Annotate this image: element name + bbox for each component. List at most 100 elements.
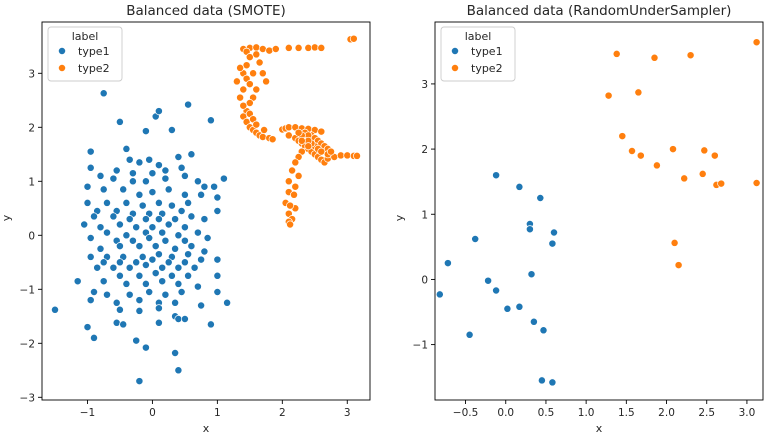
data-point-type1 xyxy=(115,242,124,251)
x-tick-label: 3.0 xyxy=(739,407,756,419)
data-point-type1 xyxy=(171,244,180,253)
data-point-type1 xyxy=(174,366,183,375)
data-point-type2 xyxy=(245,53,254,62)
data-point-type1 xyxy=(213,288,222,296)
data-point-type1 xyxy=(180,190,189,199)
data-point-type1 xyxy=(193,228,202,237)
data-point-type2 xyxy=(284,131,293,140)
data-point-type1 xyxy=(171,349,180,357)
data-point-type1 xyxy=(180,236,189,245)
data-point-type1 xyxy=(122,144,131,153)
data-point-type1 xyxy=(112,318,121,327)
data-point-type2 xyxy=(317,147,326,156)
data-point-type1 xyxy=(119,185,128,194)
data-point-type1 xyxy=(132,223,141,232)
y-tick-label: 3 xyxy=(421,79,428,91)
data-point-type2 xyxy=(670,238,679,247)
data-point-type1 xyxy=(200,247,209,256)
legend: label type1 type2 xyxy=(440,26,516,82)
data-point-type2 xyxy=(674,261,683,270)
data-point-type1 xyxy=(197,190,206,199)
data-point-type2 xyxy=(700,146,709,155)
data-point-type1 xyxy=(167,126,176,134)
data-point-type2 xyxy=(286,201,295,210)
data-point-type1 xyxy=(219,174,228,183)
data-point-type1 xyxy=(167,201,176,210)
data-point-type1 xyxy=(435,290,444,299)
data-point-type1 xyxy=(109,263,118,272)
legend-marker-type2 xyxy=(451,64,459,72)
data-point-type1 xyxy=(125,215,134,224)
data-point-type2 xyxy=(245,99,254,107)
data-point-type1 xyxy=(90,212,98,221)
data-point-type1 xyxy=(193,282,202,291)
data-point-type1 xyxy=(135,242,144,251)
data-point-type2 xyxy=(343,151,352,160)
data-point-type2 xyxy=(317,43,326,52)
data-point-type1 xyxy=(99,258,108,267)
data-point-type1 xyxy=(537,376,546,385)
data-point-type1 xyxy=(213,207,222,215)
data-point-type1 xyxy=(135,377,144,386)
data-point-type1 xyxy=(154,304,163,313)
data-point-type1 xyxy=(550,228,558,237)
data-point-type1 xyxy=(174,315,183,323)
data-point-type1 xyxy=(200,215,209,224)
data-point-type2 xyxy=(252,50,261,59)
data-point-type2 xyxy=(752,179,761,187)
data-point-type2 xyxy=(286,220,295,229)
data-point-type2 xyxy=(294,43,303,52)
data-point-type1 xyxy=(141,261,150,269)
data-point-type2 xyxy=(612,49,621,58)
data-point-type2 xyxy=(284,43,293,52)
data-point-type2 xyxy=(258,133,267,141)
legend-box xyxy=(440,26,516,82)
data-point-type1 xyxy=(154,215,163,224)
data-point-type1 xyxy=(90,288,98,296)
data-point-type1 xyxy=(141,279,150,288)
y-tick-label: 0 xyxy=(28,230,35,242)
data-point-type1 xyxy=(103,198,111,207)
data-point-type2 xyxy=(669,145,677,154)
data-point-type2 xyxy=(239,101,248,110)
data-point-type1 xyxy=(171,215,180,224)
data-point-type1 xyxy=(135,296,144,305)
data-point-type2 xyxy=(304,43,313,52)
axes-frame xyxy=(41,21,371,401)
data-point-type2 xyxy=(252,120,261,129)
x-tick-label: 1.5 xyxy=(618,407,635,419)
data-point-type1 xyxy=(197,301,206,310)
data-point-type1 xyxy=(206,320,215,329)
data-point-type1 xyxy=(539,326,548,335)
data-point-type1 xyxy=(184,198,193,207)
data-point-type1 xyxy=(158,263,167,272)
y-tick-label: −1 xyxy=(20,284,35,296)
data-point-type1 xyxy=(83,182,92,191)
data-point-type1 xyxy=(184,250,193,259)
data-point-type1 xyxy=(128,177,137,186)
data-point-type1 xyxy=(213,193,222,202)
data-point-type2 xyxy=(242,61,251,70)
data-point-type1 xyxy=(548,378,557,387)
data-point-type1 xyxy=(122,279,131,288)
y-tick-label: 2 xyxy=(421,144,428,156)
scatter-points xyxy=(435,38,761,387)
data-point-type2 xyxy=(297,136,306,145)
y-axis-label: y xyxy=(0,214,13,221)
data-point-type1 xyxy=(83,323,92,332)
data-point-type1 xyxy=(492,171,501,180)
y-tick-label: 2 xyxy=(28,122,35,134)
data-point-type1 xyxy=(465,330,474,339)
plot-title: Balanced data (RandomUnderSampler) xyxy=(467,3,732,19)
data-point-type1 xyxy=(164,185,173,194)
data-point-type1 xyxy=(122,198,131,207)
data-point-type1 xyxy=(141,343,150,352)
data-point-type1 xyxy=(99,89,108,98)
data-point-type1 xyxy=(484,276,493,285)
data-point-type1 xyxy=(187,242,196,251)
data-point-type1 xyxy=(145,288,154,296)
data-point-type2 xyxy=(636,151,645,160)
legend-label-type2: type2 xyxy=(471,62,503,75)
data-point-type1 xyxy=(200,182,209,191)
data-point-type2 xyxy=(317,127,326,136)
